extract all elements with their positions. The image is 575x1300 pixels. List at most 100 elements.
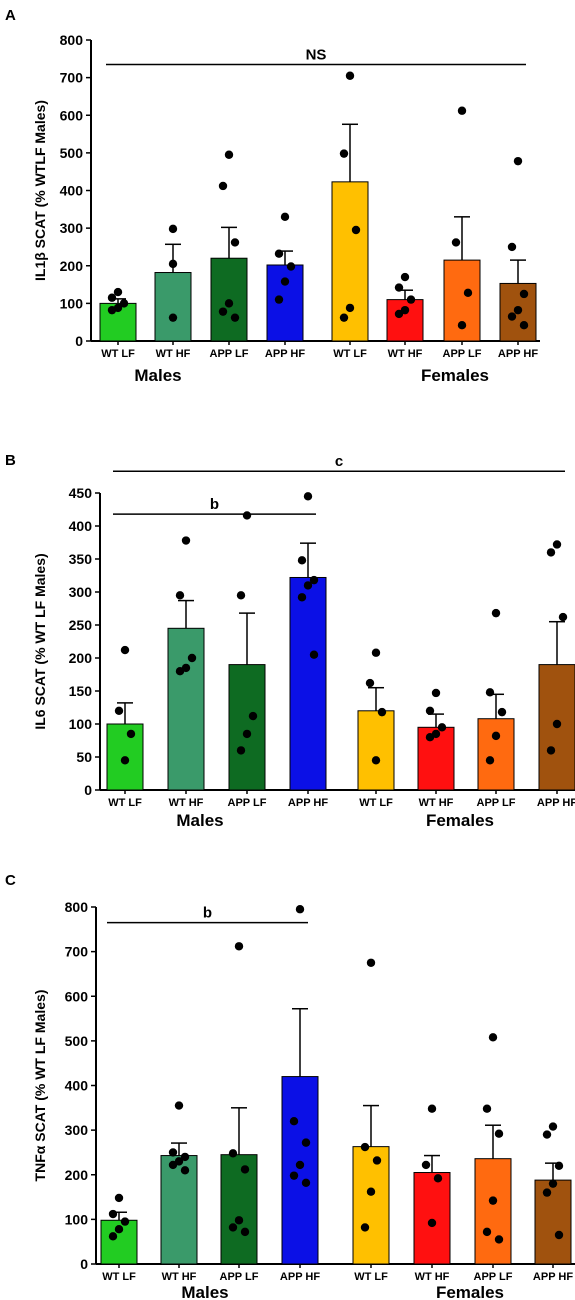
data-point (303, 581, 313, 590)
data-point (289, 1171, 299, 1180)
data-point (491, 608, 501, 618)
data-point (230, 313, 240, 322)
data-point (295, 1160, 305, 1170)
data-point (240, 1165, 250, 1174)
y-tick-label: 400 (60, 183, 84, 199)
y-tick-label: 800 (60, 32, 84, 48)
data-point (107, 305, 117, 315)
y-tick-label: 800 (65, 899, 89, 915)
data-point (400, 272, 410, 282)
y-tick-label: 50 (76, 749, 92, 765)
x-tick-label: WT HF (415, 1271, 450, 1283)
x-tick-label: WT HF (169, 797, 204, 809)
data-point (507, 312, 517, 321)
data-point (295, 905, 305, 914)
y-tick-label: 150 (69, 683, 93, 699)
x-tick-label: APP HF (498, 348, 538, 360)
x-tick-label: WT HF (162, 1271, 197, 1283)
data-point (427, 1104, 437, 1113)
data-point (339, 149, 349, 158)
panel-label: A (5, 7, 16, 24)
significance-label: NS (306, 46, 327, 63)
data-point (234, 942, 244, 951)
y-tick-label: 400 (69, 518, 93, 534)
data-point (108, 1209, 118, 1219)
data-point (126, 729, 136, 739)
bar (220, 1154, 258, 1265)
data-point (437, 723, 447, 732)
y-tick-label: 200 (65, 1167, 89, 1183)
y-tick-label: 500 (60, 145, 84, 161)
data-point (491, 731, 501, 741)
data-point (242, 511, 252, 520)
data-point (425, 706, 435, 715)
data-point (107, 293, 117, 302)
data-point (425, 733, 435, 742)
data-point (218, 181, 228, 191)
data-point (548, 1122, 558, 1131)
significance-label: c (335, 453, 343, 470)
data-point (289, 1117, 299, 1126)
bar (477, 718, 515, 791)
data-point (180, 1152, 190, 1162)
data-point (230, 238, 240, 247)
bar (474, 1158, 512, 1265)
panel-label: B (5, 452, 16, 469)
y-tick-label: 250 (69, 617, 93, 633)
data-point (371, 756, 381, 765)
y-tick-label: 600 (60, 107, 84, 123)
data-point (242, 729, 252, 739)
data-point (546, 548, 556, 557)
data-point (114, 1224, 124, 1234)
bar (357, 710, 395, 791)
y-axis-label: IL1β SCAT (% WTLF Males) (32, 100, 48, 281)
data-point (558, 612, 568, 622)
data-point (120, 756, 130, 765)
group-label: Females (426, 811, 494, 830)
x-tick-label: WT HF (388, 348, 423, 360)
data-point (457, 106, 467, 115)
y-axis-label: IL6 SCAT (% WT LF Males) (32, 553, 48, 729)
data-point (168, 259, 178, 269)
data-point (234, 1216, 244, 1225)
data-point (488, 1033, 498, 1042)
x-tick-label: WT LF (333, 348, 367, 360)
data-point (366, 958, 376, 967)
bar (413, 1172, 451, 1265)
data-point (175, 667, 185, 676)
data-point (119, 299, 129, 308)
data-point (181, 536, 191, 545)
data-point (360, 1142, 370, 1152)
data-point (394, 309, 404, 319)
data-point (297, 556, 307, 565)
x-tick-label: WT LF (354, 1271, 388, 1283)
data-point (248, 711, 258, 721)
data-point (519, 320, 529, 330)
data-point (451, 238, 461, 247)
data-point (360, 1223, 370, 1232)
x-tick-label: APP LF (210, 348, 249, 360)
data-point (236, 591, 246, 600)
data-point (554, 1161, 564, 1171)
data-point (546, 746, 556, 755)
significance-label: b (203, 905, 212, 922)
y-tick-label: 0 (80, 1256, 88, 1272)
x-tick-label: WT LF (108, 797, 142, 809)
x-tick-label: WT HF (156, 348, 191, 360)
data-point (485, 756, 495, 765)
bar (154, 272, 192, 342)
data-point (548, 1179, 558, 1188)
x-tick-label: APP LF (228, 797, 267, 809)
bar (281, 1076, 319, 1265)
data-point (554, 1230, 564, 1240)
y-tick-label: 350 (69, 551, 93, 567)
data-point (309, 650, 319, 659)
bar (167, 627, 205, 791)
bar (331, 181, 369, 342)
x-tick-label: APP LF (443, 348, 482, 360)
x-tick-label: APP LF (220, 1271, 259, 1283)
x-tick-label: WT LF (359, 797, 393, 809)
y-tick-label: 400 (65, 1078, 89, 1094)
data-point (463, 288, 473, 298)
data-point (542, 1130, 552, 1139)
